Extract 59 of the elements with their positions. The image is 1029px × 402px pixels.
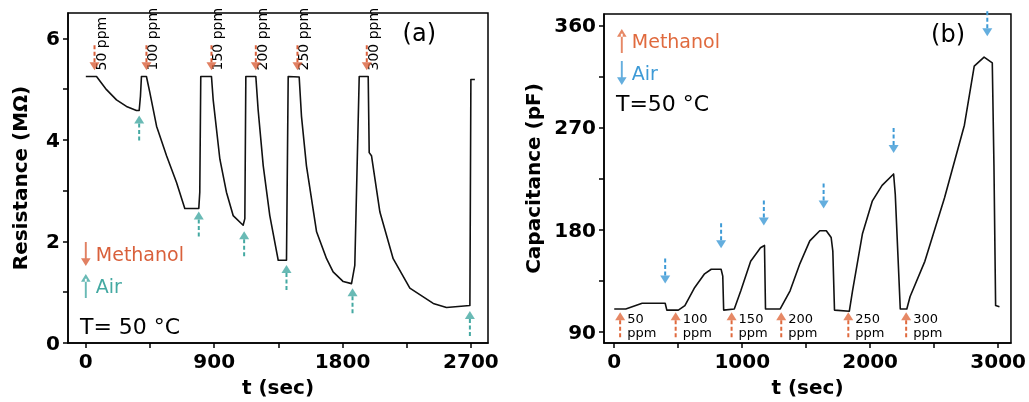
annotation: 300 ppm <box>364 7 381 71</box>
legend-label: Methanol <box>631 30 720 52</box>
x-tick-label: 2700 <box>443 349 499 373</box>
point <box>758 217 769 226</box>
legend-label: Methanol <box>95 243 184 265</box>
annotation: 300 ppm <box>913 311 943 341</box>
point <box>776 312 787 321</box>
annotation: 200 ppm <box>788 311 818 341</box>
annotation: 150 ppm <box>738 311 768 341</box>
legend-label: Air <box>631 62 659 84</box>
y-tick-label: 4 <box>46 127 60 152</box>
point <box>464 311 475 320</box>
point <box>615 312 626 321</box>
annotation: 50 ppm <box>627 311 657 341</box>
point <box>716 240 727 249</box>
x-tick-label: 900 <box>193 349 236 373</box>
y-tick-label: 270 <box>554 115 596 140</box>
point <box>193 211 204 220</box>
y-tick-label: 90 <box>568 319 596 344</box>
x-tick-label: 1000 <box>714 349 771 373</box>
annotation: T=50 °C <box>615 90 710 116</box>
x-tick-label: 1800 <box>314 349 371 373</box>
annotation: 250 ppm <box>855 311 885 341</box>
y-tick-label: 6 <box>46 26 60 51</box>
annotation: (b) <box>931 20 966 48</box>
annotation: T= 50 °C <box>79 313 181 339</box>
y-tick-label: 2 <box>46 229 60 254</box>
y-tick-label: 360 <box>554 13 596 38</box>
x-tick-label: 0 <box>78 349 93 373</box>
point <box>134 115 145 124</box>
y-axis-title: Resistance (MΩ) <box>8 85 32 271</box>
x-tick-label: 0 <box>607 349 622 373</box>
y-axis-title: Capacitance (pF) <box>521 83 546 274</box>
point <box>726 312 737 321</box>
x-axis-title: t (sec) <box>771 375 844 399</box>
annotation: 50 ppm <box>92 16 109 71</box>
legend-label: Air <box>95 275 123 297</box>
point <box>660 275 671 284</box>
annotation: 200 ppm <box>253 7 270 71</box>
y-tick-label: 0 <box>46 331 60 355</box>
point <box>670 312 681 321</box>
x-tick-label: 3000 <box>970 349 1026 373</box>
annotation: 250 ppm <box>295 7 312 71</box>
y-tick-label: 180 <box>554 217 596 242</box>
annotation: 100 ppm <box>144 7 161 71</box>
annotation: (a) <box>402 19 436 47</box>
point <box>888 145 899 153</box>
annotation: 100 ppm <box>682 311 712 341</box>
point <box>818 200 829 209</box>
point <box>239 231 250 240</box>
x-tick-label: 2000 <box>842 349 899 373</box>
x-axis-title: t (sec) <box>241 375 315 399</box>
point <box>347 288 358 297</box>
annotation: 150 ppm <box>209 7 226 71</box>
point <box>901 312 912 321</box>
point <box>281 264 292 273</box>
line-series <box>85 75 476 309</box>
point <box>982 28 993 37</box>
point <box>843 312 854 321</box>
